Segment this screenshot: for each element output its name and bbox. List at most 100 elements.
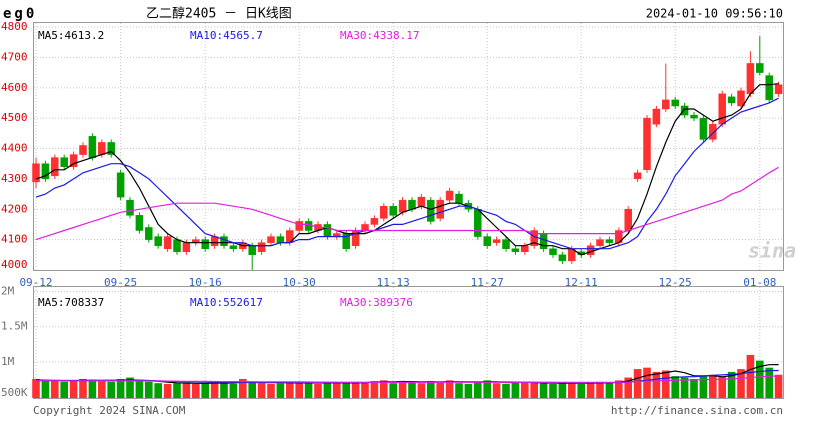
y-tick-label: 1.5M xyxy=(1,320,28,333)
volume-bar xyxy=(126,377,134,398)
candle-body xyxy=(502,239,510,249)
volume-bar xyxy=(568,382,576,398)
volume-bar xyxy=(558,383,567,398)
volume-bar xyxy=(521,382,529,398)
candle-body xyxy=(436,199,444,219)
volume-bar xyxy=(380,380,388,398)
x-tick-label: 11-13 xyxy=(377,276,410,289)
volume-bar xyxy=(727,371,736,398)
volume-bar xyxy=(220,383,228,398)
volume-bar xyxy=(182,382,191,398)
volume-bar xyxy=(464,383,473,398)
y-tick-label: 2M xyxy=(1,284,15,297)
candle-body xyxy=(135,215,144,231)
candle-body xyxy=(398,199,407,213)
candle-body xyxy=(323,224,332,237)
volume-bar xyxy=(445,380,454,398)
candle-body xyxy=(605,239,614,243)
y-tick-label: 1M xyxy=(1,355,15,368)
source-url: http://finance.sina.com.cn xyxy=(611,404,783,417)
candle-body xyxy=(201,239,209,249)
candle-body xyxy=(276,236,285,243)
candle-body xyxy=(483,236,491,246)
volume-bar xyxy=(737,369,745,398)
volume-bar xyxy=(455,383,463,398)
candle-body xyxy=(737,90,745,107)
volume-bar xyxy=(596,381,604,398)
volume-bar xyxy=(295,381,303,398)
datetime: 2024-01-10 09:56:10 xyxy=(646,7,783,21)
candle-body xyxy=(445,190,454,201)
candle-body xyxy=(521,245,529,253)
y-tick-label: 4400 xyxy=(1,142,28,155)
y-tick-label: 4600 xyxy=(1,81,28,94)
y-tick-label: 500K xyxy=(1,386,28,399)
candle-body xyxy=(69,154,78,167)
volume-bar xyxy=(624,377,632,398)
candle-body xyxy=(126,199,134,216)
volume-bar xyxy=(41,380,50,398)
volume-bar xyxy=(652,371,661,398)
volume-bar xyxy=(333,382,341,398)
volume-bar xyxy=(79,378,87,398)
candle-body xyxy=(295,221,303,231)
volume-bar xyxy=(286,382,294,398)
x-tick-label: 09-25 xyxy=(104,276,137,289)
volume-bar xyxy=(69,380,78,398)
candle-body xyxy=(624,209,632,231)
candle-body xyxy=(455,193,463,204)
volume-bar xyxy=(342,383,350,398)
candle-body xyxy=(662,99,670,110)
volume-bar xyxy=(417,383,426,398)
candle-body xyxy=(267,236,275,243)
volume-bar xyxy=(276,383,285,398)
volume-bar xyxy=(492,383,501,398)
candle-body xyxy=(32,163,40,183)
volume-bar xyxy=(577,383,585,398)
volume-bar xyxy=(671,376,679,398)
candle-body xyxy=(116,172,125,198)
candle-body xyxy=(474,209,482,237)
volume-bar xyxy=(201,383,209,398)
y-tick-label: 4100 xyxy=(1,233,28,246)
candle-body xyxy=(145,227,153,240)
volume-bar xyxy=(257,383,266,398)
volume-bar xyxy=(163,383,172,398)
volume-bar xyxy=(361,382,369,398)
candle-body xyxy=(79,145,87,155)
volume-bar xyxy=(116,378,125,398)
y-tick-label: 4200 xyxy=(1,202,28,215)
volume-bar xyxy=(549,383,557,398)
volume-bar xyxy=(746,354,755,398)
volume-bar xyxy=(643,367,651,398)
candle-body xyxy=(51,157,59,177)
volume-bar xyxy=(314,383,322,398)
volume-bar xyxy=(88,379,97,398)
volume-bar xyxy=(615,380,623,398)
volume-bar xyxy=(32,378,40,398)
ma-line xyxy=(35,166,779,241)
candle-body xyxy=(173,239,181,253)
candle-body xyxy=(220,236,228,246)
candle-body xyxy=(154,236,162,246)
x-tick-label: 12-11 xyxy=(565,276,598,289)
candle-body xyxy=(596,239,604,246)
candle-body xyxy=(727,96,736,104)
candle-body xyxy=(699,117,708,140)
candle-body xyxy=(680,105,689,116)
legend-entry: MA10:552617 xyxy=(190,296,263,309)
candle-body xyxy=(370,218,379,225)
volume-bar xyxy=(210,382,219,398)
volume-bar xyxy=(699,376,708,398)
volume-bar xyxy=(502,383,510,398)
y-tick-label: 4700 xyxy=(1,50,28,63)
candle-body xyxy=(163,236,172,249)
volume-bar xyxy=(370,381,379,398)
volume-bar xyxy=(154,383,162,398)
y-tick-label: 4800 xyxy=(1,20,28,33)
candle-body xyxy=(427,199,435,222)
symbol: eg0 xyxy=(3,6,37,22)
volume-bar xyxy=(774,374,783,398)
volume-bar xyxy=(530,381,538,398)
volume-bar xyxy=(605,382,614,398)
